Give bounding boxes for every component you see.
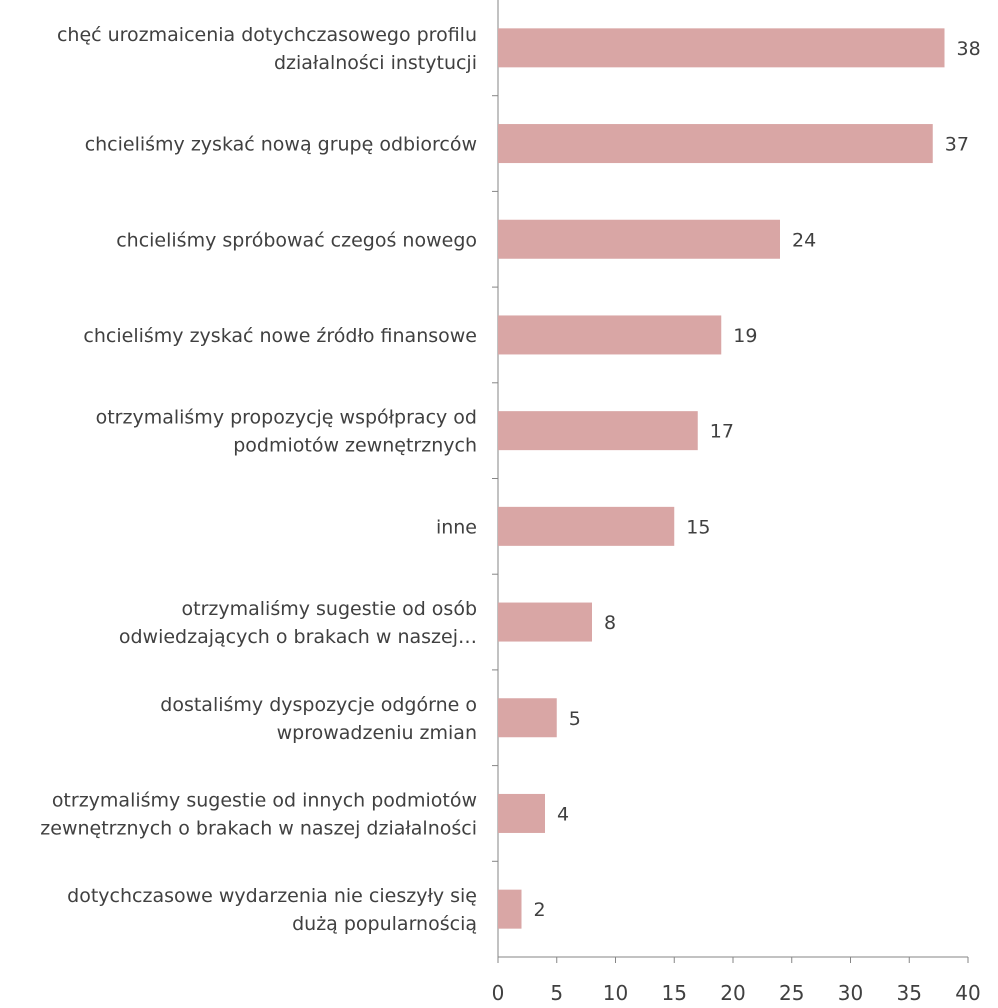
category-label: chcieliśmy zyskać nową grupę odbiorców xyxy=(85,134,477,156)
value-label: 5 xyxy=(569,708,581,730)
bar xyxy=(498,411,698,451)
category-label-line: otrzymaliśmy propozycję współpracy od xyxy=(96,407,477,429)
x-tick-label: 30 xyxy=(838,981,863,1005)
category-label-line: dużą popularnością xyxy=(292,913,477,935)
bar xyxy=(498,602,592,642)
category-label-line: inne xyxy=(436,516,477,538)
category-label: dotychczasowe wydarzenia nie cieszyły si… xyxy=(67,885,477,935)
category-label: chcieliśmy zyskać nowe źródło finansowe xyxy=(83,325,477,347)
category-label: otrzymaliśmy sugestie od innych podmiotó… xyxy=(40,789,477,839)
category-label-line: zewnętrznych o brakach w naszej działaln… xyxy=(40,817,477,839)
category-label-line: otrzymaliśmy sugestie od innych podmiotó… xyxy=(52,789,477,811)
value-label: 2 xyxy=(534,899,546,921)
x-tick-label: 15 xyxy=(662,981,687,1005)
category-label: otrzymaliśmy sugestie od osób odwiedzając… xyxy=(119,598,477,648)
category-label-line: otrzymaliśmy sugestie od osób xyxy=(182,598,477,620)
category-label-line: odwiedzających o brakach w naszej… xyxy=(119,626,477,648)
value-label: 4 xyxy=(557,803,569,825)
value-label: 8 xyxy=(604,612,616,634)
x-tick-label: 20 xyxy=(720,981,745,1005)
category-label: dostaliśmy dyspozycje odgórne o wprowadze… xyxy=(160,694,477,744)
value-label: 37 xyxy=(945,134,969,156)
x-tick-label: 0 xyxy=(492,981,505,1005)
category-label-line: podmiotów zewnętrznych xyxy=(233,435,477,457)
value-label: 24 xyxy=(792,229,816,251)
category-label-line: chęć urozmaicenia dotychczasowego profil… xyxy=(57,24,477,46)
category-label-line: wprowadzeniu zmian xyxy=(277,722,477,744)
category-label: chęć urozmaicenia dotychczasowego profil… xyxy=(57,24,477,74)
bar xyxy=(498,315,722,355)
category-label-line: dostaliśmy dyspozycje odgórne o xyxy=(160,694,477,716)
bar xyxy=(498,793,545,833)
bar xyxy=(498,506,675,546)
bar xyxy=(498,124,933,164)
bar xyxy=(498,889,522,929)
category-label-line: chcieliśmy zyskać nowe źródło finansowe xyxy=(83,325,477,347)
category-label: chcieliśmy spróbować czegoś nowego xyxy=(116,229,477,251)
x-tick-label: 40 xyxy=(955,981,980,1005)
x-tick-label: 25 xyxy=(779,981,804,1005)
bar xyxy=(498,28,945,68)
category-label: inne xyxy=(436,516,477,538)
value-label: 19 xyxy=(733,325,757,347)
x-tick-label: 10 xyxy=(603,981,628,1005)
category-label-line: dotychczasowe wydarzenia nie cieszyły si… xyxy=(67,885,477,907)
value-label: 38 xyxy=(957,38,981,60)
x-tick-label: 35 xyxy=(897,981,922,1005)
value-label: 15 xyxy=(686,516,710,538)
category-label-line: działalności instytucji xyxy=(274,52,477,74)
bar xyxy=(498,698,557,738)
category-label-line: chcieliśmy zyskać nową grupę odbiorców xyxy=(85,134,477,156)
x-tick-label: 5 xyxy=(550,981,563,1005)
bar xyxy=(498,219,780,259)
category-label-line: chcieliśmy spróbować czegoś nowego xyxy=(116,229,477,251)
category-label: otrzymaliśmy propozycję współpracy od pod… xyxy=(96,407,477,457)
value-label: 17 xyxy=(710,421,734,443)
